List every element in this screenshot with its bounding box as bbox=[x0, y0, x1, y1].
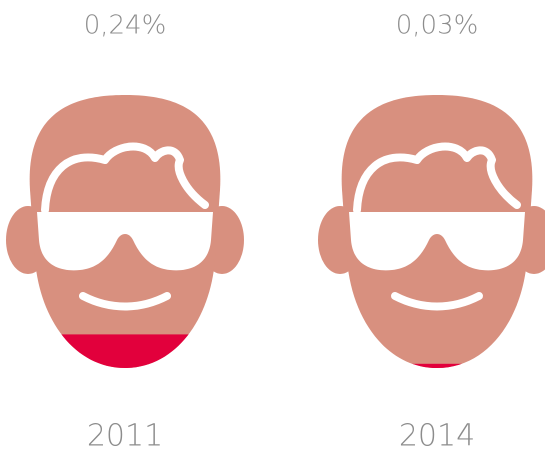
fill-level bbox=[327, 364, 545, 368]
value-label: 0,24% bbox=[84, 11, 167, 41]
value-label: 0,03% bbox=[396, 11, 479, 41]
face-icon bbox=[6, 95, 244, 368]
year-label: 2014 bbox=[399, 419, 475, 454]
year-label: 2011 bbox=[87, 419, 163, 454]
face-icon bbox=[318, 95, 545, 368]
fill-level bbox=[15, 334, 235, 368]
chart: 0,24% 2011 0,03% 2014 bbox=[0, 0, 545, 455]
